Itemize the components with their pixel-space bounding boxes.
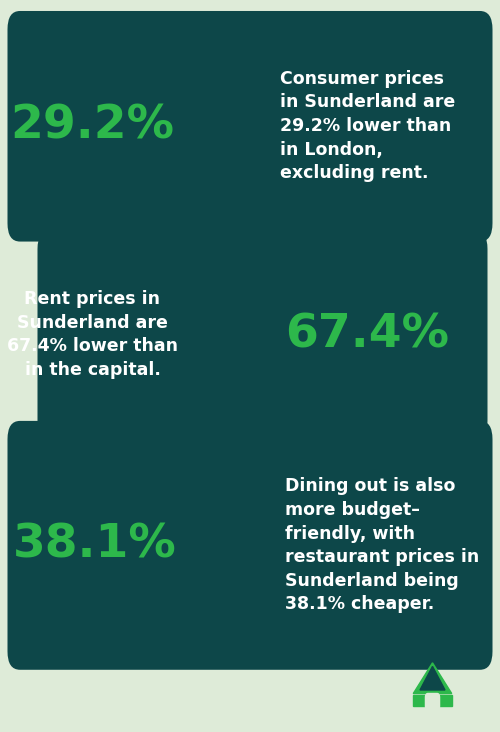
FancyBboxPatch shape — [413, 695, 452, 706]
Text: 67.4%: 67.4% — [286, 312, 450, 357]
Polygon shape — [420, 666, 445, 690]
Text: Dining out is also
more budget–
friendly, with
restaurant prices in
Sunderland b: Dining out is also more budget– friendly… — [285, 477, 479, 613]
FancyBboxPatch shape — [426, 693, 440, 710]
FancyBboxPatch shape — [8, 11, 492, 242]
Polygon shape — [413, 663, 452, 694]
Text: 38.1%: 38.1% — [13, 523, 177, 568]
Text: Rent prices in
Sunderland are
67.4% lower than
in the capital.: Rent prices in Sunderland are 67.4% lowe… — [7, 290, 178, 379]
FancyBboxPatch shape — [8, 421, 492, 670]
FancyBboxPatch shape — [38, 231, 488, 439]
Text: 29.2%: 29.2% — [10, 103, 174, 149]
Text: Consumer prices
in Sunderland are
29.2% lower than
in London,
excluding rent.: Consumer prices in Sunderland are 29.2% … — [280, 70, 455, 182]
